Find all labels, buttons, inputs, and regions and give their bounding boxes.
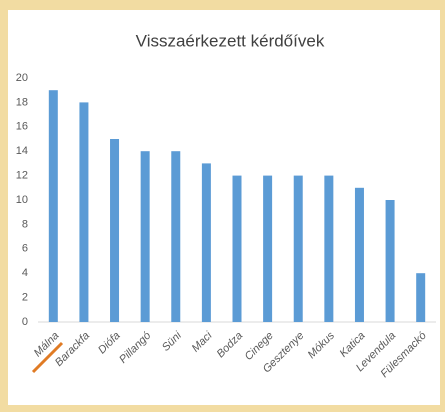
bar: [293, 175, 303, 322]
y-tick-label: 8: [22, 218, 28, 230]
y-tick-label: 6: [22, 243, 28, 255]
y-tick-label: 18: [16, 96, 28, 108]
y-tick-label: 2: [22, 292, 28, 304]
bar: [324, 175, 334, 322]
highlight-underline: [31, 341, 64, 374]
bar: [171, 151, 181, 322]
y-tick-label: 12: [16, 170, 28, 182]
bar: [232, 175, 242, 322]
y-tick-label: 4: [22, 267, 28, 279]
bar: [201, 163, 211, 322]
bar: [263, 175, 273, 322]
bar: [385, 200, 395, 322]
bar: [110, 139, 120, 322]
y-tick-label: 0: [22, 316, 28, 328]
bar: [140, 151, 150, 322]
y-tick-label: 10: [16, 194, 28, 206]
y-tick-label: 16: [16, 121, 28, 133]
chart-title: Visszaérkezett kérdőívek: [136, 31, 325, 50]
bar: [416, 273, 426, 322]
bar: [48, 90, 58, 322]
y-tick-label: 14: [16, 145, 28, 157]
y-tick-label: 20: [16, 72, 28, 84]
bar: [354, 187, 364, 322]
bar: [79, 102, 89, 323]
